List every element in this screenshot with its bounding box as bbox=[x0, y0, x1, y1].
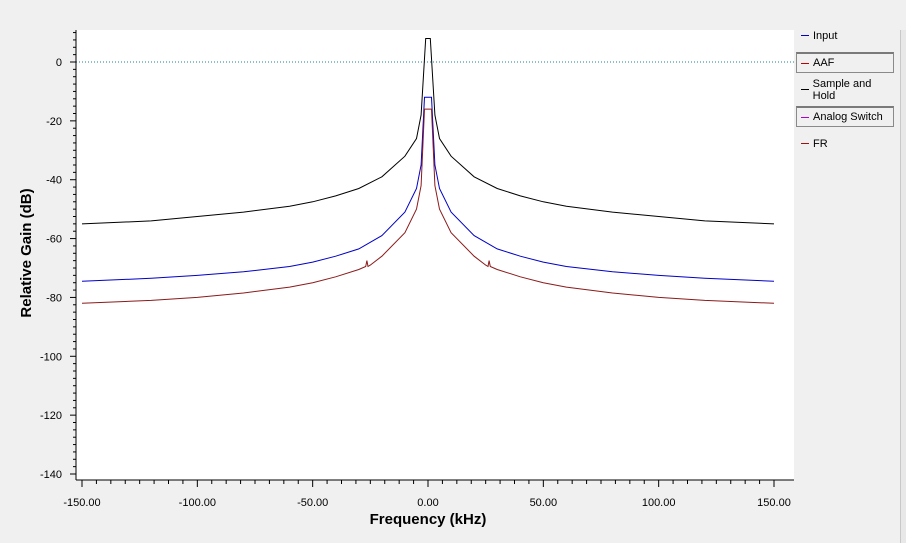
legend-swatch bbox=[801, 62, 809, 64]
legend-item-aaf[interactable]: AAF bbox=[796, 52, 894, 73]
x-axis-title: Frequency (kHz) bbox=[370, 511, 487, 528]
legend-item-fr[interactable]: FR bbox=[796, 133, 894, 154]
legend-label: Input bbox=[813, 29, 838, 42]
x-tick-label: -150.00 bbox=[63, 497, 100, 509]
series-line-input bbox=[81, 96, 775, 282]
legend-item-input[interactable]: Input bbox=[796, 25, 894, 46]
legend-swatch bbox=[801, 143, 809, 144]
x-tick-label: -50.00 bbox=[297, 497, 328, 509]
legend: Input AAF Sample and Hold Analog Switch FR bbox=[796, 25, 894, 160]
legend-swatch bbox=[801, 89, 809, 90]
y-tick-label: -140 bbox=[40, 469, 62, 481]
legend-label: Analog Switch bbox=[813, 111, 883, 123]
y-tick-label: -80 bbox=[46, 292, 62, 304]
legend-swatch bbox=[801, 116, 809, 118]
side-scroll-strip bbox=[900, 30, 906, 543]
series-line-sample-and-hold bbox=[81, 38, 775, 225]
x-tick-label: 150.00 bbox=[757, 497, 791, 509]
x-tick-label: 100.00 bbox=[642, 497, 676, 509]
y-tick-label: -60 bbox=[46, 234, 62, 246]
y-tick-label: -100 bbox=[40, 351, 62, 363]
y-tick-label: 0 bbox=[56, 57, 62, 69]
series-line-aaf bbox=[81, 108, 775, 304]
y-tick-label: -20 bbox=[46, 116, 62, 128]
legend-label: FR bbox=[813, 137, 828, 150]
x-tick-label: 0.00 bbox=[417, 497, 438, 509]
legend-item-analog-switch[interactable]: Analog Switch bbox=[796, 106, 894, 127]
x-tick-label: 50.00 bbox=[530, 497, 558, 509]
legend-label: AAF bbox=[813, 57, 835, 69]
legend-label: Sample and Hold bbox=[812, 77, 872, 102]
plot-canvas bbox=[76, 30, 794, 480]
legend-swatch bbox=[801, 35, 809, 36]
legend-item-sample-and-hold[interactable]: Sample and Hold bbox=[796, 77, 894, 102]
y-tick-label: -40 bbox=[46, 175, 62, 187]
x-tick-label: -100.00 bbox=[179, 497, 216, 509]
y-axis-title: Relative Gain (dB) bbox=[18, 188, 35, 317]
y-tick-label: -120 bbox=[40, 410, 62, 422]
